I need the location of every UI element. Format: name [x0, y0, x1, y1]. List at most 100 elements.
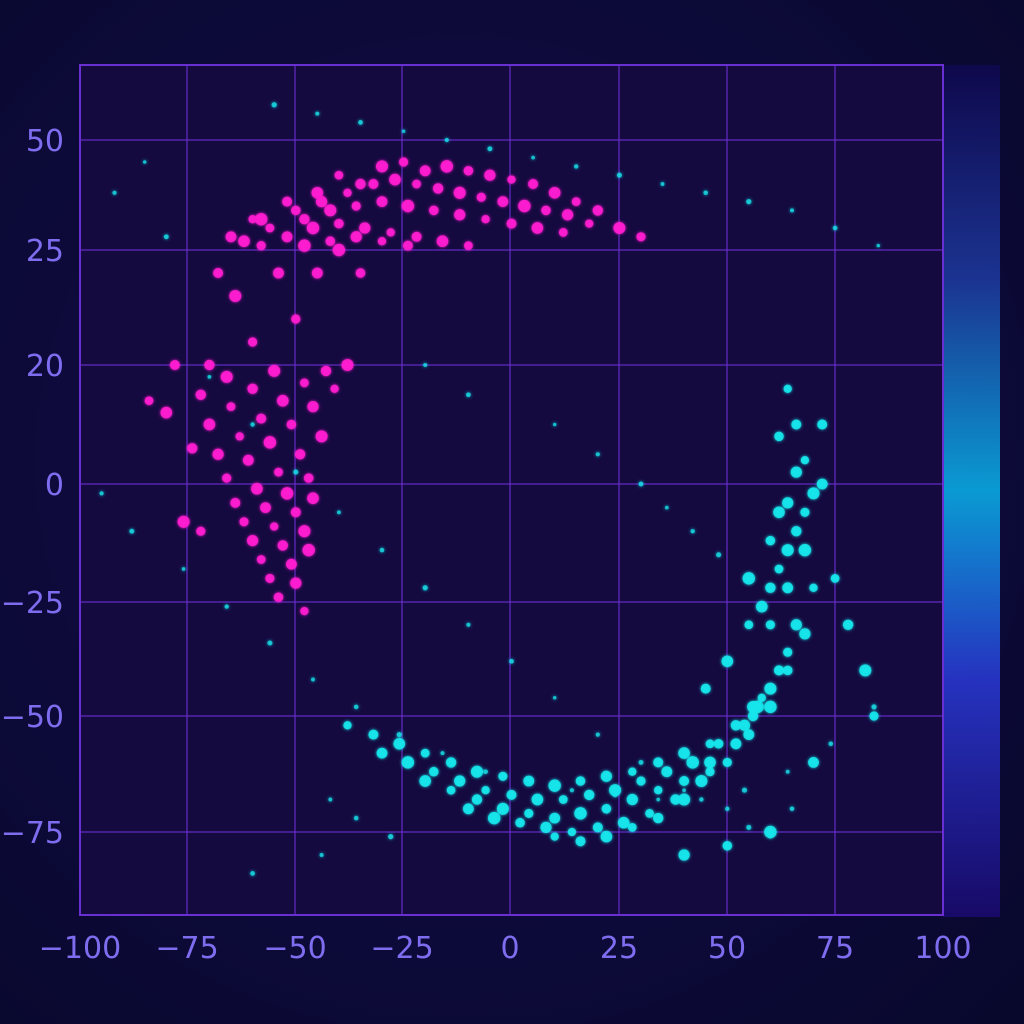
data-point — [260, 502, 271, 514]
data-point — [481, 786, 490, 795]
data-point — [574, 807, 587, 820]
data-point — [311, 186, 324, 199]
x-tick-label: 75 — [816, 931, 854, 966]
x-tick-label: −25 — [370, 931, 433, 966]
data-point — [764, 682, 777, 695]
data-point — [248, 215, 257, 224]
y-axis-ticks: 50 25 20 0 −25 −50 −75 — [1, 124, 64, 851]
data-point — [527, 779, 531, 783]
data-point — [509, 658, 514, 664]
data-point — [774, 564, 784, 574]
data-point — [375, 160, 389, 173]
data-point — [592, 822, 603, 833]
data-point — [783, 384, 792, 393]
data-point — [705, 739, 715, 749]
data-point — [789, 806, 795, 812]
data-point — [670, 794, 681, 805]
data-point — [454, 209, 466, 221]
series-1 — [343, 384, 879, 861]
data-point — [755, 600, 768, 613]
data-point — [282, 196, 293, 207]
data-point — [705, 767, 715, 777]
data-point — [842, 619, 854, 630]
data-point — [722, 757, 732, 767]
data-point — [386, 228, 395, 237]
data-point — [574, 164, 579, 169]
data-point — [738, 719, 751, 731]
data-point — [315, 430, 328, 443]
data-point — [320, 365, 332, 377]
data-point — [548, 186, 561, 199]
data-point — [507, 175, 516, 184]
data-point — [638, 481, 644, 487]
data-point — [636, 776, 646, 786]
data-point — [303, 473, 314, 483]
data-point — [358, 120, 363, 125]
data-point — [299, 214, 310, 225]
data-point — [196, 526, 206, 536]
plot-frame — [79, 64, 944, 916]
data-point — [747, 710, 759, 722]
x-tick-label: 100 — [914, 931, 971, 966]
data-point — [290, 507, 301, 518]
data-point — [325, 236, 336, 246]
data-point — [256, 413, 267, 424]
data-point — [528, 179, 539, 189]
data-point — [351, 201, 361, 211]
data-point — [220, 370, 233, 383]
data-point — [876, 243, 881, 248]
data-point — [487, 146, 493, 152]
data-point — [226, 402, 236, 411]
data-point — [654, 786, 663, 795]
data-point — [613, 221, 626, 235]
data-point — [721, 655, 734, 668]
x-tick-label: 0 — [500, 931, 519, 966]
data-point — [454, 775, 466, 787]
data-point — [725, 806, 730, 811]
data-point — [242, 454, 254, 466]
data-point — [250, 871, 255, 876]
data-point — [600, 770, 613, 782]
data-point — [799, 628, 811, 640]
data-point — [678, 747, 690, 759]
data-point — [678, 849, 690, 861]
data-point — [235, 432, 244, 441]
data-point — [277, 540, 288, 551]
data-point — [315, 195, 328, 208]
data-point — [789, 208, 795, 213]
data-point — [690, 529, 695, 534]
data-point — [423, 362, 428, 368]
data-point — [561, 209, 574, 221]
data-point — [664, 505, 669, 510]
data-point — [774, 431, 784, 442]
data-point — [265, 573, 275, 583]
data-point — [420, 748, 430, 758]
data-point — [432, 183, 444, 194]
data-point — [506, 789, 517, 800]
data-point — [498, 771, 508, 781]
data-point — [764, 825, 777, 839]
data-point — [757, 693, 766, 702]
data-point — [774, 665, 784, 676]
data-point — [600, 830, 613, 843]
data-point — [251, 482, 263, 495]
data-point — [782, 665, 793, 676]
data-point — [497, 196, 509, 208]
data-point — [401, 756, 415, 769]
data-point — [798, 543, 812, 557]
data-point — [298, 525, 311, 538]
data-point — [163, 234, 169, 240]
data-point — [571, 197, 581, 206]
data-point — [550, 832, 559, 841]
data-point — [222, 473, 232, 483]
data-points — [99, 102, 881, 876]
data-point — [263, 436, 277, 449]
y-tick-label: 50 — [26, 124, 64, 159]
data-point — [699, 797, 704, 802]
data-point — [686, 756, 699, 769]
data-point — [379, 547, 385, 553]
data-point — [700, 683, 711, 694]
data-point — [695, 774, 708, 788]
